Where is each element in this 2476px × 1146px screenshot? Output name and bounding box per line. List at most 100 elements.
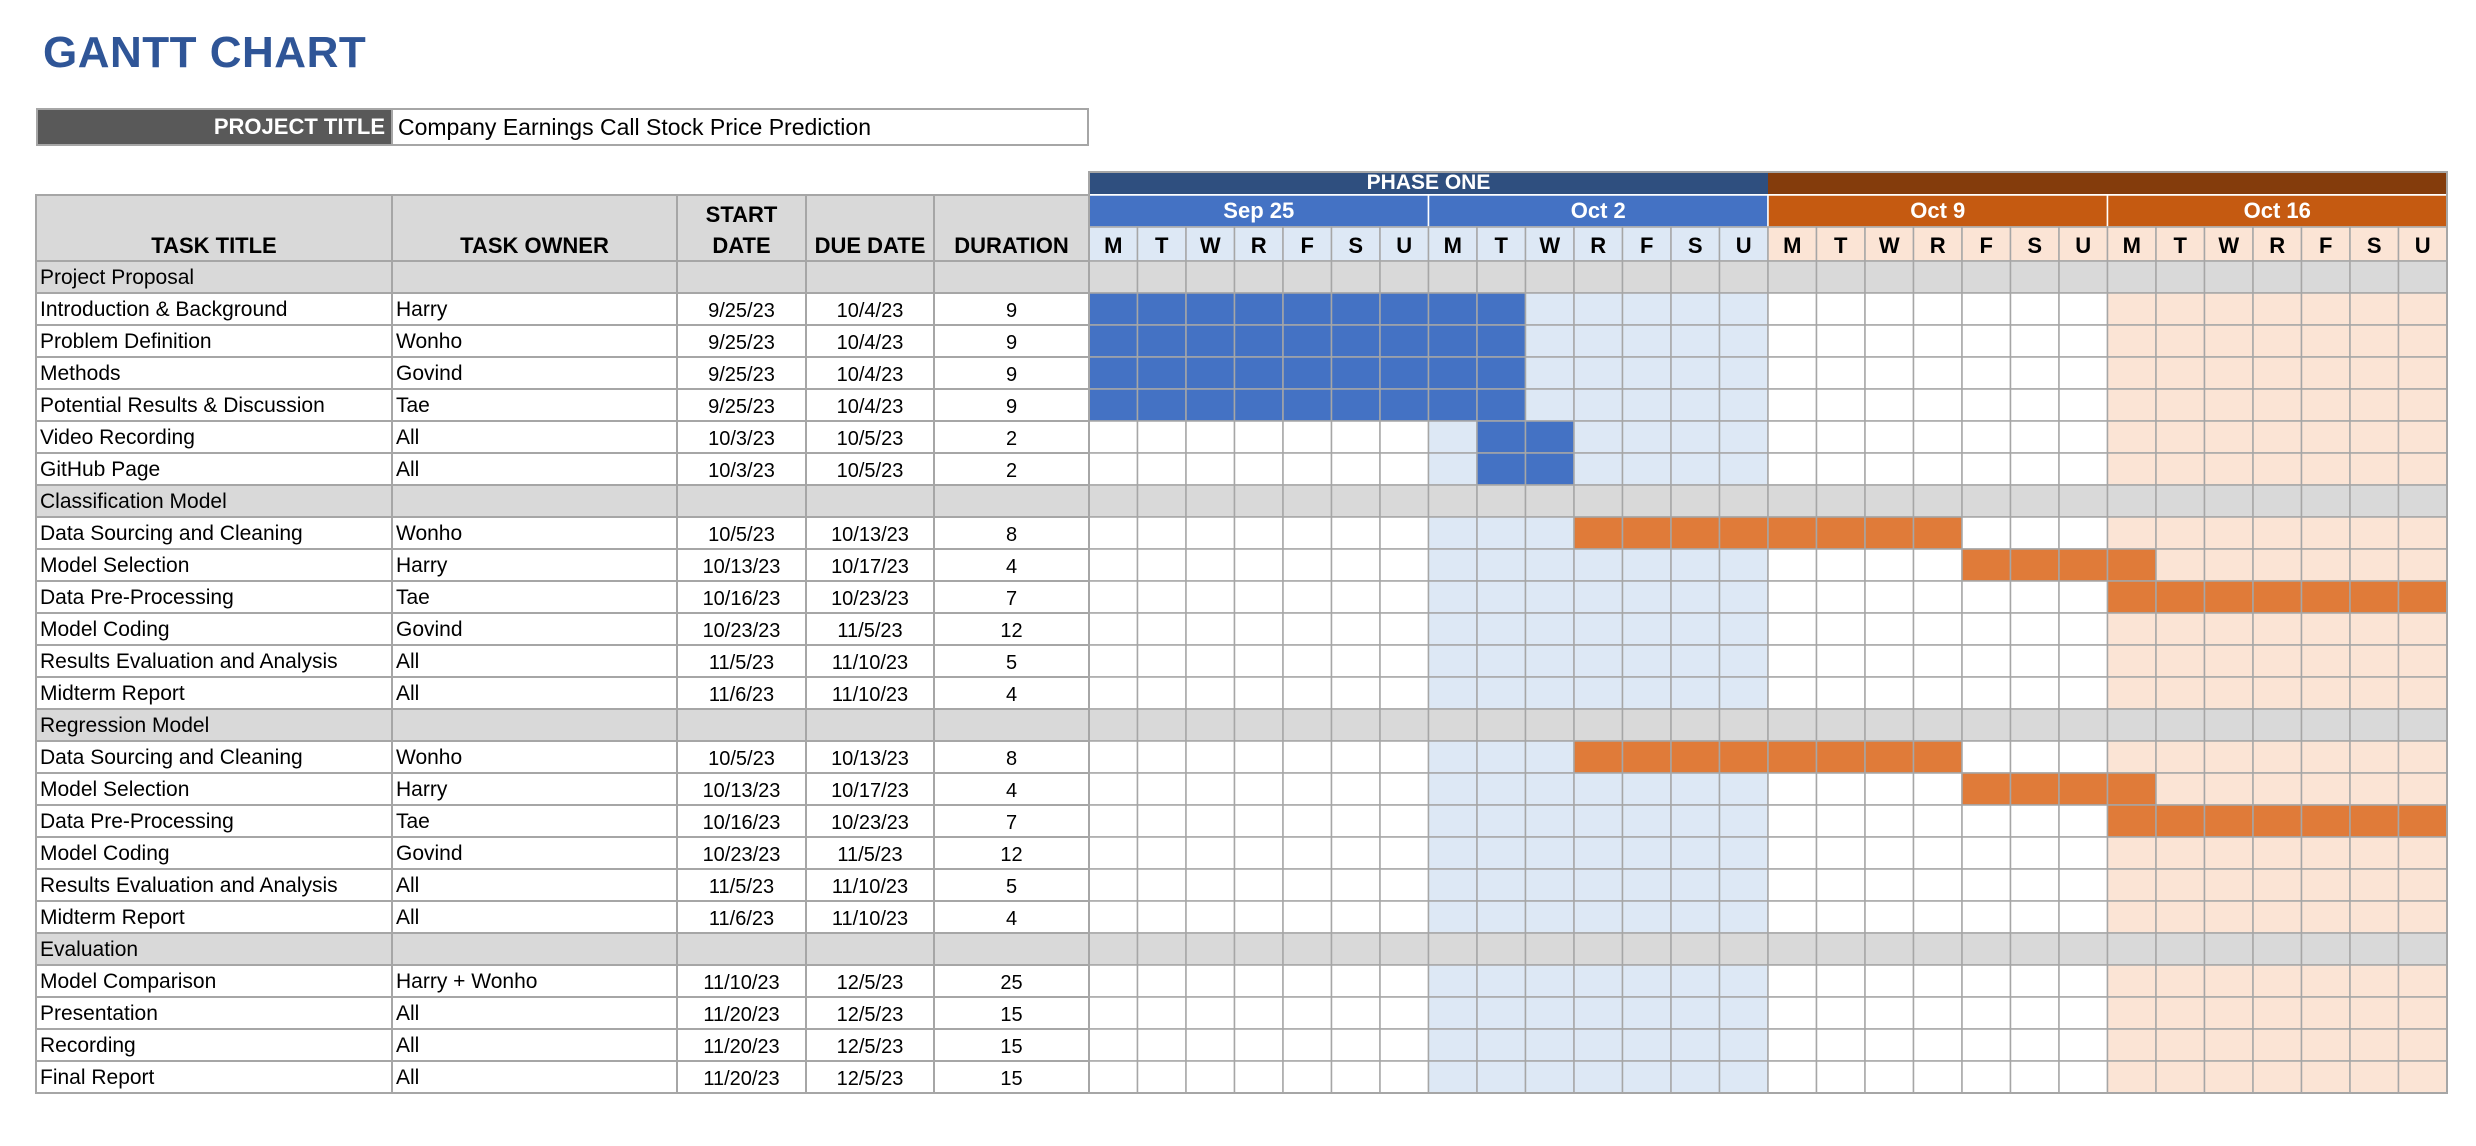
day-label: T (1155, 233, 1169, 258)
timeline-cell (1233, 1060, 1284, 1094)
phase-bar (1089, 172, 1768, 194)
task-title: Presentation (40, 1002, 158, 1025)
timeline-cell (2009, 292, 2060, 326)
gantt-bar-cell (2349, 804, 2400, 838)
timeline-cell (1185, 420, 1236, 454)
task-due-date: 10/5/23 (837, 460, 904, 482)
timeline-cell (1718, 708, 1769, 742)
timeline-cell (2252, 260, 2303, 294)
timeline-cell (1573, 612, 1624, 646)
timeline-cell (1621, 484, 1672, 518)
timeline-cell (2397, 452, 2448, 486)
table-cell (805, 932, 935, 966)
day-header (1524, 226, 1575, 262)
table-cell (676, 260, 807, 294)
timeline-cell (1718, 548, 1769, 582)
timeline-cell (1815, 900, 1866, 934)
task-title: Model Selection (40, 778, 189, 801)
timeline-cell (1718, 580, 1769, 614)
timeline-cell (2397, 996, 2448, 1030)
timeline-cell (2106, 900, 2157, 934)
table-cell (391, 420, 678, 454)
day-header (2203, 226, 2254, 262)
timeline-cell (1136, 452, 1187, 486)
timeline-cell (1282, 484, 1333, 518)
timeline-cell (1961, 804, 2012, 838)
timeline-cell (1427, 420, 1478, 454)
gantt-bar-cell (1815, 740, 1866, 774)
timeline-cell (1379, 484, 1430, 518)
task-start-date: 10/5/23 (708, 748, 775, 770)
timeline-cell (1427, 964, 1478, 998)
timeline-cell (1670, 708, 1721, 742)
gantt-bar-cell (1476, 356, 1527, 390)
timeline-cell (1136, 708, 1187, 742)
gantt-bar-cell (1136, 388, 1187, 422)
timeline-cell (2155, 1060, 2206, 1094)
timeline-cell (1718, 804, 1769, 838)
day-header (1864, 226, 1915, 262)
gantt-bar-cell (1476, 452, 1527, 486)
table-cell (676, 708, 807, 742)
timeline-cell (1815, 260, 1866, 294)
timeline-cell (2009, 644, 2060, 678)
timeline-cell (1136, 676, 1187, 710)
day-header (1427, 226, 1478, 262)
timeline-cell (1573, 708, 1624, 742)
column-header-label: TASK OWNER (460, 233, 609, 258)
timeline-cell (1524, 260, 1575, 294)
timeline-cell (1136, 548, 1187, 582)
day-header (2106, 226, 2157, 262)
timeline-cell (1524, 292, 1575, 326)
timeline-cell (1864, 996, 1915, 1030)
gantt-bar-cell (1330, 356, 1381, 390)
timeline-cell (1912, 484, 1963, 518)
timeline-cell (1815, 836, 1866, 870)
timeline-cell (2009, 356, 2060, 390)
timeline-cell (1476, 612, 1527, 646)
timeline-cell (1379, 676, 1430, 710)
timeline-cell (1233, 580, 1284, 614)
table-cell (805, 772, 935, 806)
timeline-cell (1330, 452, 1381, 486)
timeline-cell (1233, 868, 1284, 902)
task-owner: All (396, 682, 419, 705)
timeline-cell (1912, 548, 1963, 582)
task-due-date: 12/5/23 (837, 1004, 904, 1026)
timeline-cell (1961, 676, 2012, 710)
timeline-cell (2397, 484, 2448, 518)
timeline-cell (1379, 452, 1430, 486)
task-due-date: 10/17/23 (831, 556, 909, 578)
timeline-cell (2349, 836, 2400, 870)
timeline-cell (1912, 836, 1963, 870)
table-cell (676, 484, 807, 518)
timeline-cell (2300, 516, 2351, 550)
timeline-cell (1524, 1060, 1575, 1094)
day-header (1961, 226, 2012, 262)
timeline-cell (1718, 260, 1769, 294)
table-cell (391, 836, 678, 870)
timeline-cell (1573, 772, 1624, 806)
timeline-cell (1330, 996, 1381, 1030)
gantt-bar-cell (1282, 388, 1333, 422)
gantt-bar-cell (1476, 292, 1527, 326)
timeline-cell (1912, 324, 1963, 358)
timeline-cell (2058, 516, 2109, 550)
gantt-bar-cell (1233, 324, 1284, 358)
week-header (1767, 194, 2109, 228)
timeline-cell (1864, 932, 1915, 966)
project-title-field[interactable]: Company Earnings Call Stock Price Predic… (398, 113, 871, 140)
timeline-cell (1379, 996, 1430, 1030)
task-owner: All (396, 1002, 419, 1025)
task-duration: 12 (1000, 620, 1022, 642)
timeline-cell (1233, 676, 1284, 710)
table-cell (391, 996, 678, 1030)
timeline-cell (1185, 932, 1236, 966)
timeline-cell (1524, 804, 1575, 838)
timeline-cell (1136, 516, 1187, 550)
timeline-cell (2203, 644, 2254, 678)
timeline-cell (1670, 772, 1721, 806)
timeline-cell (1136, 836, 1187, 870)
timeline-cell (2397, 388, 2448, 422)
task-start-date: 10/16/23 (703, 812, 781, 834)
